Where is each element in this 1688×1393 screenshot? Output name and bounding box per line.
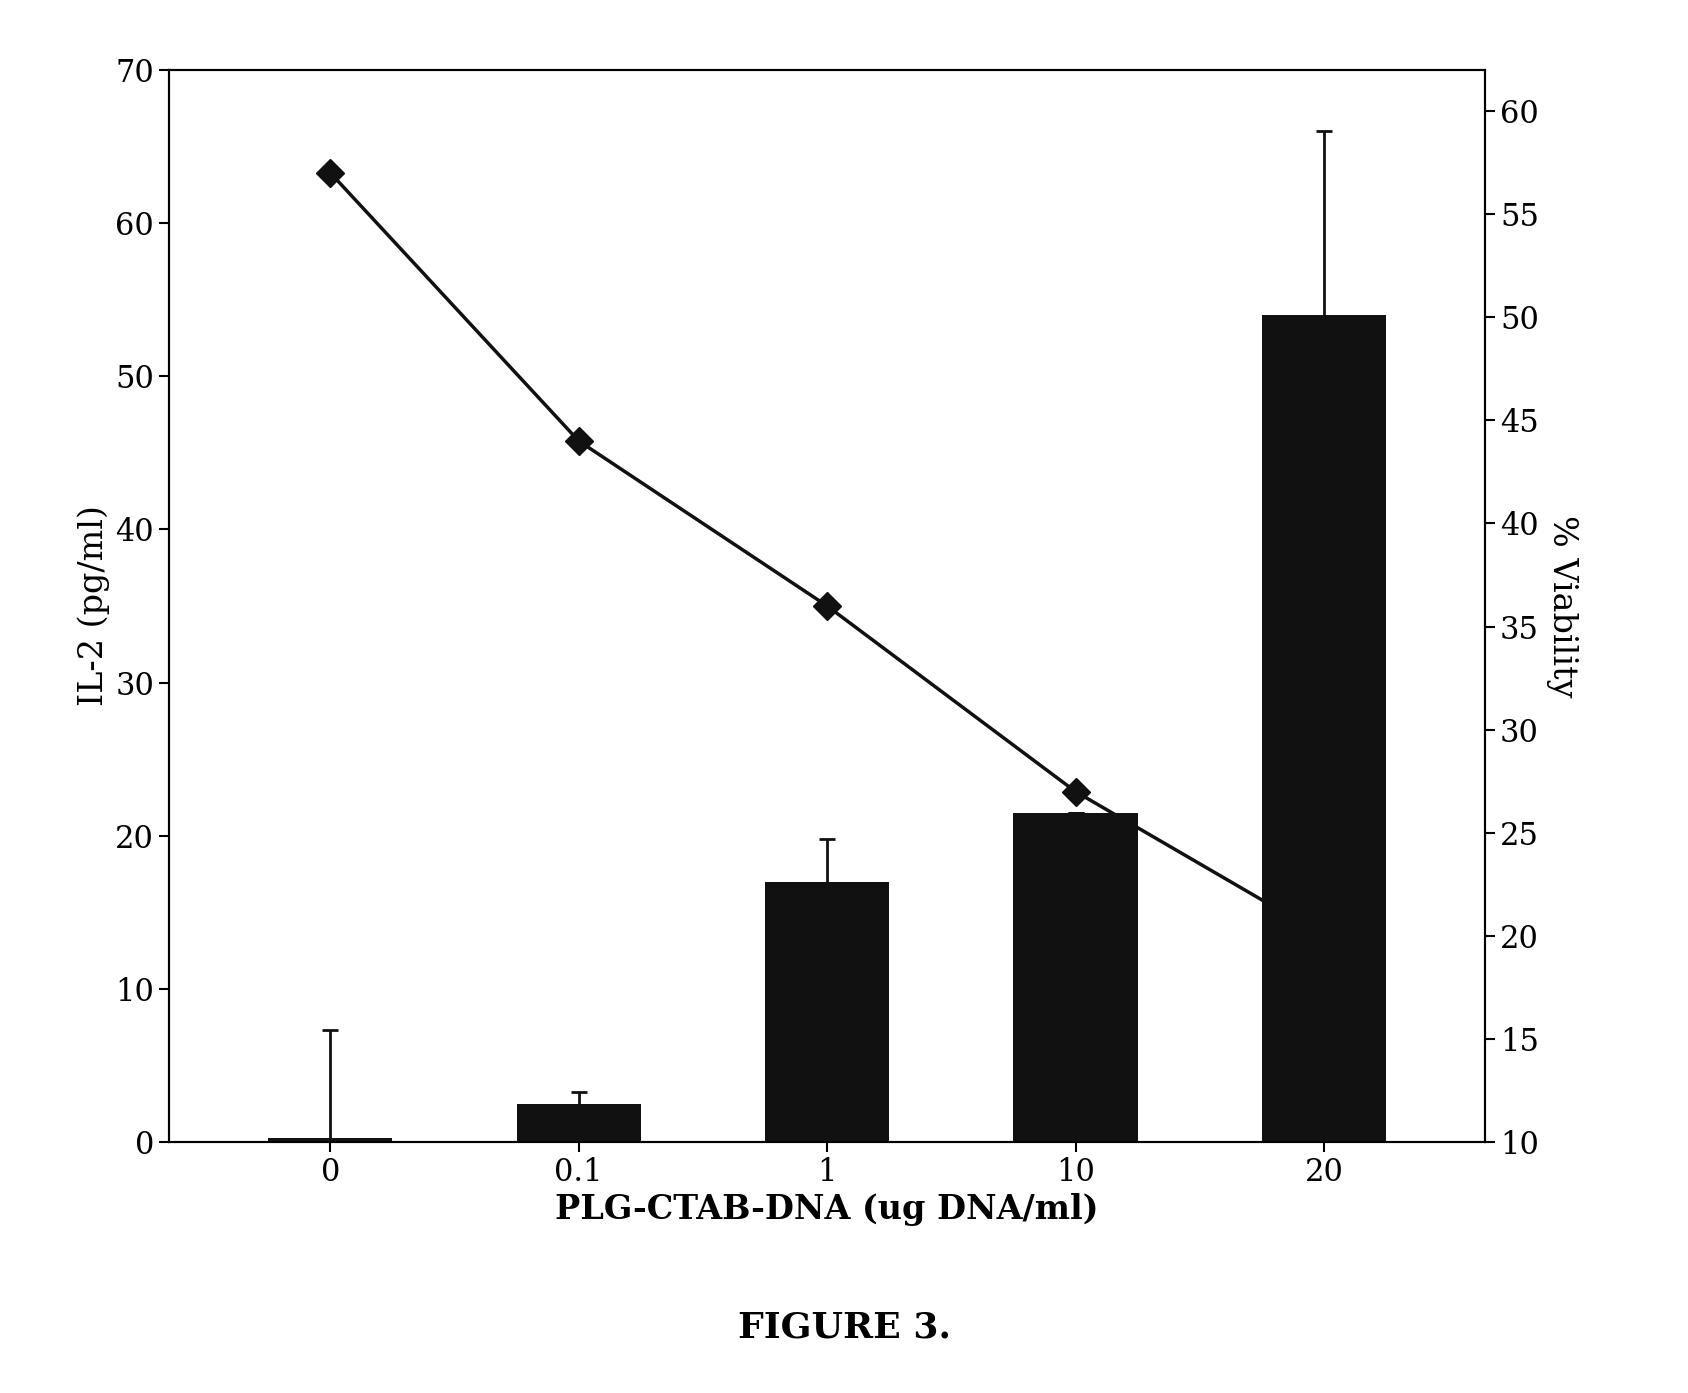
Y-axis label: % Viability: % Viability bbox=[1546, 514, 1578, 698]
X-axis label: PLG-CTAB-DNA (ug DNA/ml): PLG-CTAB-DNA (ug DNA/ml) bbox=[555, 1194, 1099, 1226]
Bar bbox=[268, 1138, 392, 1142]
Y-axis label: IL-2 (pg/ml): IL-2 (pg/ml) bbox=[78, 506, 110, 706]
Bar bbox=[765, 882, 890, 1142]
Bar bbox=[517, 1105, 641, 1142]
Bar bbox=[1013, 814, 1138, 1142]
Bar bbox=[1263, 315, 1386, 1142]
Text: FIGURE 3.: FIGURE 3. bbox=[738, 1311, 950, 1344]
